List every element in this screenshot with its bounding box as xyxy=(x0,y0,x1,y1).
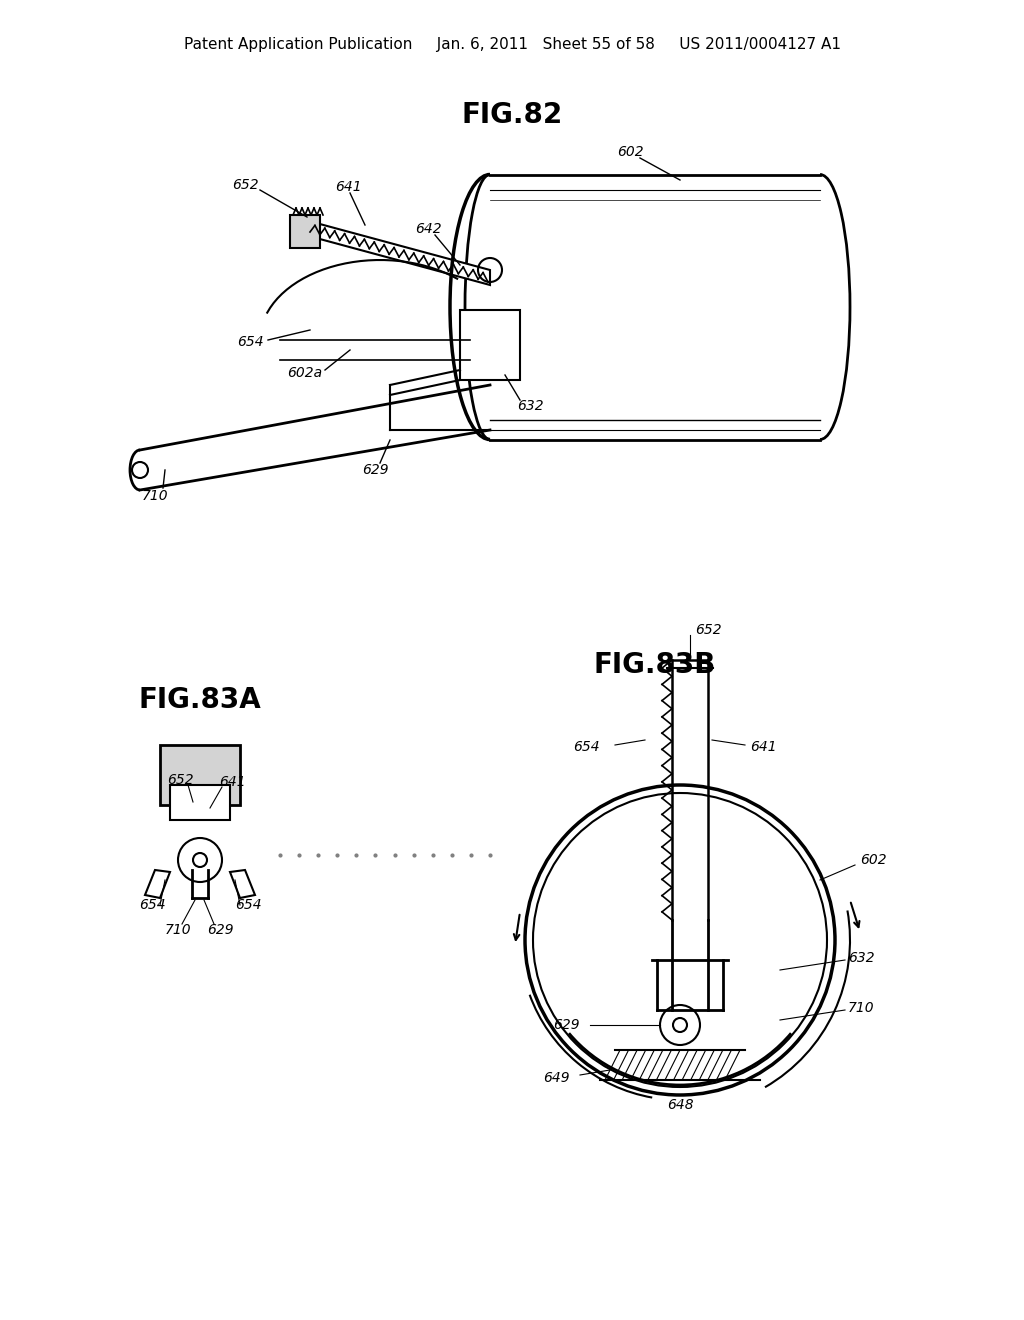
Bar xyxy=(160,744,240,805)
Text: FIG.82: FIG.82 xyxy=(462,102,562,129)
Polygon shape xyxy=(145,870,170,898)
Text: FIG.83B: FIG.83B xyxy=(594,651,716,678)
Text: 652: 652 xyxy=(695,623,722,638)
Circle shape xyxy=(660,1005,700,1045)
Circle shape xyxy=(178,838,222,882)
Text: 642: 642 xyxy=(415,222,441,236)
Text: 654: 654 xyxy=(138,898,165,912)
Text: 654: 654 xyxy=(573,741,600,754)
Text: 641: 641 xyxy=(219,775,246,789)
Text: 710: 710 xyxy=(165,923,191,937)
Text: 710: 710 xyxy=(141,488,168,503)
Text: 652: 652 xyxy=(231,178,258,191)
Polygon shape xyxy=(290,215,319,248)
Text: 654: 654 xyxy=(237,335,263,348)
Text: 654: 654 xyxy=(234,898,261,912)
Bar xyxy=(170,785,230,820)
Text: Patent Application Publication     Jan. 6, 2011   Sheet 55 of 58     US 2011/000: Patent Application Publication Jan. 6, 2… xyxy=(183,37,841,53)
Text: 602: 602 xyxy=(616,145,643,158)
Text: 629: 629 xyxy=(361,463,388,477)
Circle shape xyxy=(673,1018,687,1032)
Text: FIG.83A: FIG.83A xyxy=(138,686,261,714)
Text: 632: 632 xyxy=(517,399,544,413)
Text: 648: 648 xyxy=(667,1098,693,1111)
Polygon shape xyxy=(230,870,255,898)
Circle shape xyxy=(193,853,207,867)
Text: 641: 641 xyxy=(750,741,776,754)
Text: 649: 649 xyxy=(544,1071,570,1085)
Text: 652: 652 xyxy=(167,774,194,787)
Text: 602: 602 xyxy=(860,853,887,867)
Bar xyxy=(460,310,520,380)
Text: 632: 632 xyxy=(848,950,874,965)
Text: 602a: 602a xyxy=(288,366,323,380)
Text: 641: 641 xyxy=(335,180,361,194)
Text: 710: 710 xyxy=(848,1001,874,1015)
Text: 629: 629 xyxy=(207,923,233,937)
Text: 629: 629 xyxy=(553,1018,580,1032)
Polygon shape xyxy=(305,220,490,285)
